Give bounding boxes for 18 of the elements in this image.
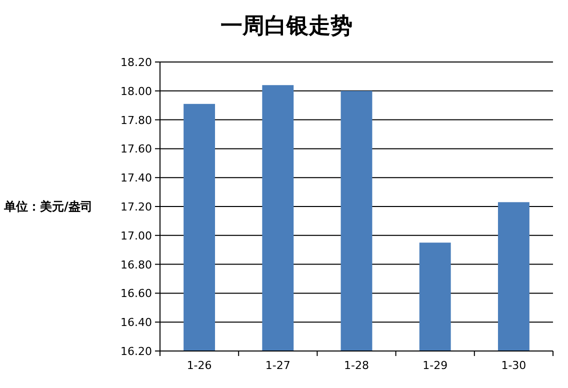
x-tick-label: 1-27 bbox=[265, 359, 290, 372]
x-tick-label: 1-30 bbox=[501, 359, 526, 372]
y-tick-label: 18.20 bbox=[120, 56, 152, 69]
y-tick-label: 16.80 bbox=[120, 258, 152, 272]
x-tick-label: 1-29 bbox=[422, 359, 448, 372]
y-tick-label: 17.20 bbox=[120, 200, 152, 214]
y-axis-title: 单位：美元/盎司 bbox=[3, 200, 92, 214]
x-tick-label: 1-28 bbox=[344, 359, 369, 372]
y-tick-label: 17.60 bbox=[120, 142, 152, 156]
y-tick-label: 16.20 bbox=[120, 345, 152, 358]
y-tick-label: 16.40 bbox=[120, 316, 152, 330]
x-tick-label: 1-26 bbox=[186, 359, 212, 372]
y-tick-label: 17.00 bbox=[120, 229, 152, 242]
y-tick-label: 16.60 bbox=[120, 287, 152, 300]
y-tick-label: 17.80 bbox=[120, 114, 152, 127]
y-tick-label: 17.40 bbox=[120, 172, 152, 185]
y-tick-label: 18.00 bbox=[120, 84, 152, 98]
chart-title: 一周白银走势 bbox=[220, 14, 352, 39]
